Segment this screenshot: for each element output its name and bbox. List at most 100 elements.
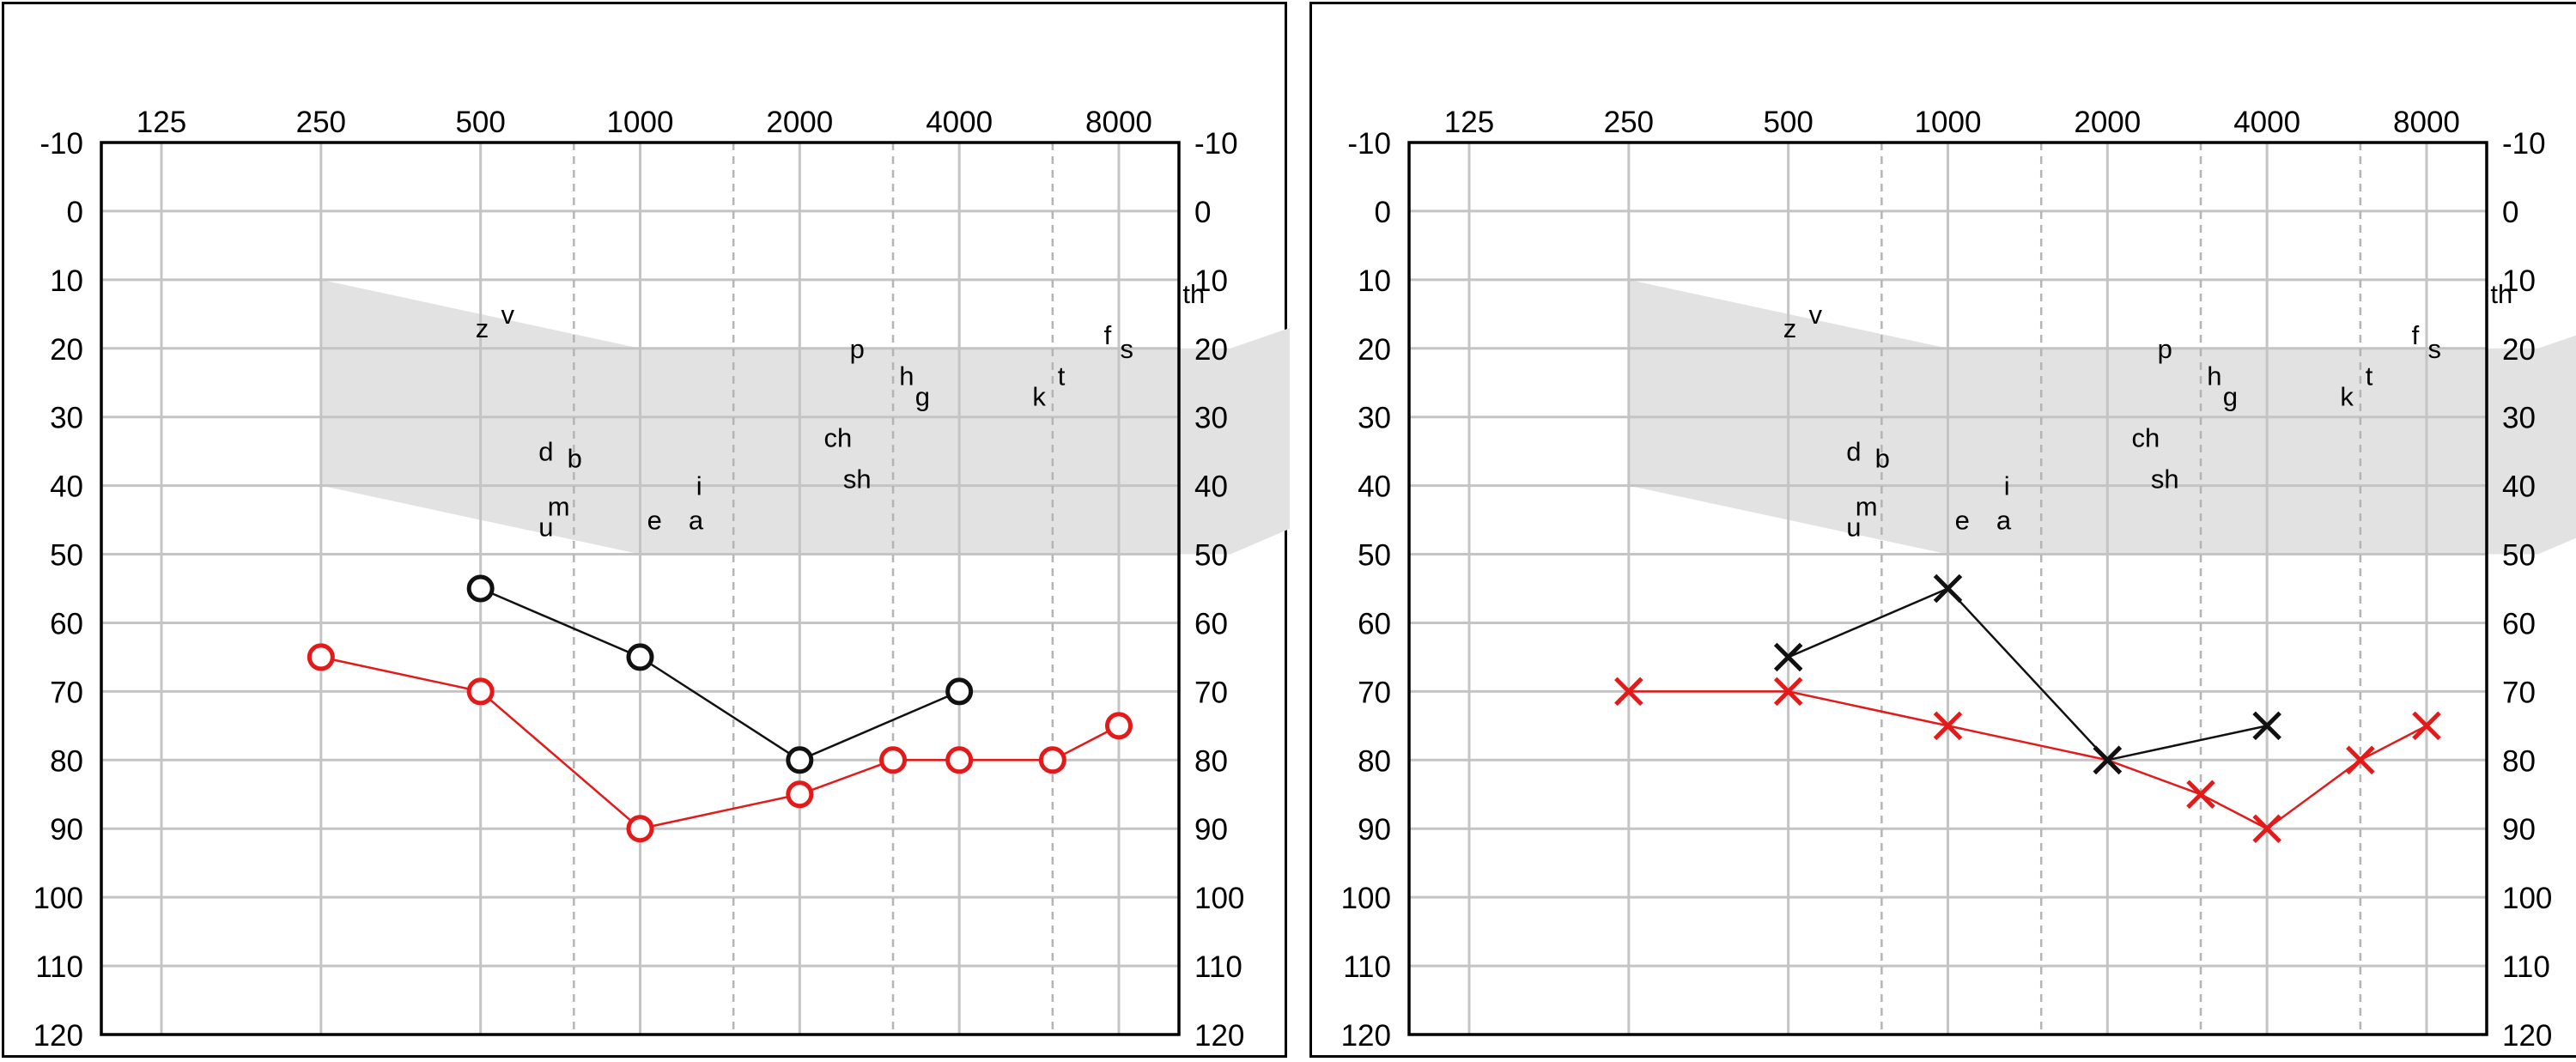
- x-tick-label: 500: [455, 106, 505, 139]
- y-tick-label-right: 60: [2502, 607, 2536, 640]
- x-tick-label: 1000: [1915, 106, 1982, 139]
- y-tick-label-left: -10: [39, 127, 83, 161]
- y-tick-label-left: 60: [50, 607, 83, 640]
- y-tick-label-left: 10: [1358, 264, 1391, 298]
- x-tick-label: 2000: [2074, 106, 2141, 139]
- y-tick-label-left: 30: [50, 402, 83, 435]
- series-line: [1628, 690, 2427, 830]
- data-point-circle: [466, 677, 495, 706]
- speech-sound-sh: sh: [2151, 464, 2179, 495]
- speech-sound-g: g: [915, 382, 930, 412]
- y-tick-label-right: 40: [1194, 470, 1228, 504]
- y-tick-label-left: 100: [33, 882, 83, 915]
- x-tick-label: 250: [1604, 106, 1654, 139]
- data-point-circle: [626, 815, 654, 843]
- speech-sound-s: s: [2428, 334, 2442, 364]
- y-tick-label-right: 50: [1194, 539, 1228, 573]
- y-tick-label-left: 50: [50, 539, 83, 573]
- y-tick-label-right: 90: [2502, 813, 2536, 847]
- speech-sound-t: t: [1058, 361, 1066, 391]
- data-point-x: [2252, 814, 2281, 843]
- speech-sound-a: a: [1996, 506, 2012, 536]
- speech-sound-h: h: [899, 361, 914, 391]
- y-tick-label-left: 30: [1358, 402, 1391, 435]
- speech-sound-p: p: [2158, 334, 2172, 364]
- y-tick-label-right: 0: [1194, 196, 1211, 229]
- y-tick-label-right: 70: [2502, 676, 2536, 709]
- y-tick-label-right: 30: [1194, 402, 1228, 435]
- y-tick-label-left: 110: [35, 950, 83, 984]
- data-point-circle: [945, 677, 974, 706]
- speech-sound-d: d: [1846, 437, 1861, 467]
- speech-sound-g: g: [2223, 382, 2238, 412]
- speech-sound-e: e: [647, 506, 662, 536]
- y-tick-label-right: -10: [2502, 127, 2546, 161]
- x-tick-label: 1000: [607, 106, 674, 139]
- data-point-x: [1773, 642, 1803, 672]
- data-point-x: [1773, 677, 1803, 707]
- speech-sound-a: a: [689, 506, 704, 536]
- speech-sound-v: v: [1809, 300, 1823, 330]
- y-tick-label-right: 50: [2502, 539, 2536, 573]
- speech-sound-h: h: [2207, 361, 2221, 391]
- y-tick-label-left: 10: [50, 264, 83, 298]
- speech-sound-i: i: [696, 471, 702, 501]
- speech-sound-s: s: [1121, 334, 1134, 364]
- speech-sound-m: m: [1856, 492, 1878, 522]
- x-tick-label: 4000: [2233, 106, 2300, 139]
- y-tick-label-left: 40: [1358, 470, 1391, 504]
- y-tick-label-right: 40: [2502, 470, 2536, 504]
- speech-sound-b: b: [1875, 444, 1890, 474]
- speech-sound-ch: ch: [2132, 423, 2160, 453]
- y-tick-label-left: 20: [50, 333, 83, 367]
- speech-sound-z: z: [1783, 313, 1797, 343]
- data-point-circle: [466, 574, 495, 603]
- y-tick-label-right: 30: [2502, 402, 2536, 435]
- y-tick-label-right: 90: [1194, 813, 1228, 847]
- y-tick-label-left: 100: [1341, 882, 1391, 915]
- speech-sound-b: b: [568, 444, 582, 474]
- plot-frame: [1407, 141, 2488, 1036]
- speech-sound-m: m: [548, 492, 570, 522]
- plot-frame: [100, 141, 1181, 1036]
- audiogram-right-panel: z v d b m u e a i p h g ch sh k t f s th 125 250 500 1000 2000 4…: [1309, 2, 2576, 1058]
- y-tick-label-right: 60: [1194, 607, 1228, 640]
- y-tick-label-right: 100: [2502, 882, 2552, 915]
- x-tick-label: 125: [137, 106, 186, 139]
- y-tick-label-left: 70: [50, 676, 83, 709]
- y-tick-label-right: 20: [1194, 333, 1228, 367]
- y-tick-label-left: 60: [1358, 607, 1391, 640]
- y-tick-label-right: 20: [2502, 333, 2536, 367]
- x-tick-label: 125: [1444, 106, 1494, 139]
- speech-sound-v: v: [501, 300, 515, 330]
- speech-sound-k: k: [1032, 382, 1046, 412]
- speech-sound-f: f: [1104, 320, 1112, 350]
- speech-sound-th: th: [2490, 279, 2512, 309]
- data-point-circle: [786, 746, 814, 774]
- y-tick-label-right: 100: [1194, 882, 1244, 915]
- speech-sound-k: k: [2340, 382, 2354, 412]
- y-tick-label-right: 120: [2502, 1019, 2552, 1053]
- speech-sound-u: u: [538, 513, 553, 543]
- x-tick-label: 500: [1763, 106, 1813, 139]
- data-point-circle: [1104, 712, 1133, 740]
- audiogram-left-panel: z v d b m u e a i p h g ch sh k t f s th 125 250 500 1000 2000 4…: [2, 2, 1290, 1058]
- data-point-circle: [307, 643, 335, 671]
- speech-sound-t: t: [2366, 361, 2373, 391]
- data-point-circle: [879, 746, 908, 774]
- y-tick-label-left: 0: [1375, 196, 1391, 229]
- y-tick-label-right: 0: [2502, 196, 2518, 229]
- speech-sound-f: f: [2412, 320, 2420, 350]
- speech-sound-d: d: [538, 437, 553, 467]
- data-point-x: [1933, 573, 1963, 604]
- y-tick-label-right: -10: [1194, 127, 1238, 161]
- x-tick-label: 2000: [766, 106, 833, 139]
- y-tick-label-left: 80: [1358, 744, 1391, 778]
- data-point-circle: [626, 643, 654, 671]
- speech-sound-i: i: [2004, 471, 2010, 501]
- x-tick-label: 8000: [1085, 106, 1152, 139]
- y-tick-label-left: -10: [1347, 127, 1391, 161]
- data-point-circle: [786, 780, 814, 809]
